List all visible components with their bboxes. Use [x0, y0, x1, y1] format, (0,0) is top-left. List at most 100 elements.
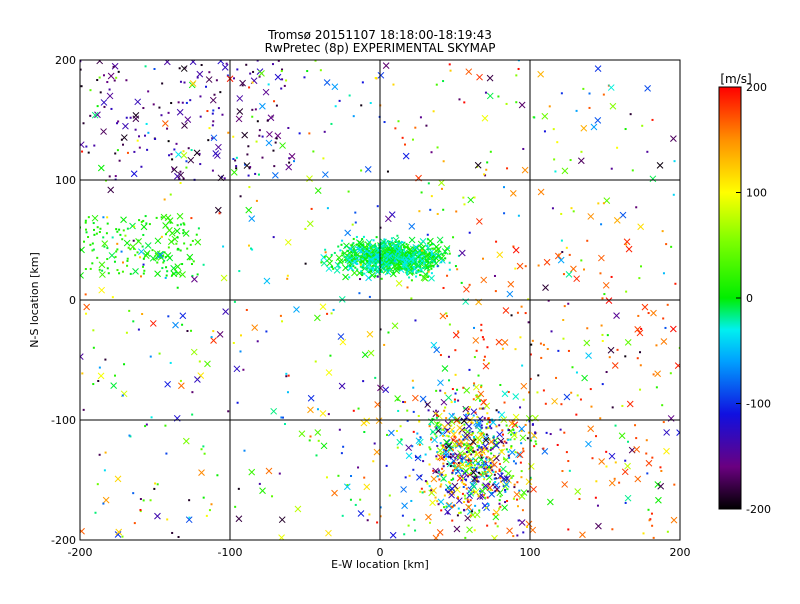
data-point-dot — [216, 474, 219, 477]
data-point-dot — [401, 260, 404, 263]
data-point-dot — [489, 425, 492, 428]
data-point-dot — [498, 468, 501, 471]
data-point-dot — [179, 170, 182, 173]
data-point-cross — [222, 308, 229, 316]
data-point-dot — [514, 462, 517, 465]
data-point-cross — [373, 245, 380, 253]
data-point-dot — [278, 472, 281, 475]
data-point-dot — [461, 481, 464, 484]
data-point-dot — [451, 388, 454, 391]
data-point-dot — [241, 84, 244, 87]
data-point-dot — [447, 481, 450, 484]
data-point-dot — [92, 383, 95, 386]
data-point-dot — [447, 246, 450, 249]
data-point-cross — [574, 488, 582, 495]
data-point-dot — [372, 239, 375, 242]
data-point-dot — [560, 239, 563, 242]
data-point-cross — [415, 437, 423, 445]
data-point-dot — [380, 256, 383, 259]
data-point-dot — [473, 437, 476, 440]
data-point-dot — [646, 150, 649, 153]
data-point-cross — [194, 376, 201, 383]
data-point-cross — [123, 239, 131, 247]
data-point-dot — [256, 120, 259, 123]
data-point-dot — [665, 243, 668, 246]
data-point-dot — [379, 506, 382, 509]
data-point-dot — [414, 258, 417, 261]
data-point-dot — [211, 124, 214, 127]
data-point-dot — [181, 263, 184, 266]
data-point-dot — [179, 80, 182, 83]
data-point-dot — [518, 489, 521, 492]
data-point-dot — [470, 446, 473, 449]
data-point-dot — [570, 207, 573, 210]
data-point-dot — [401, 136, 404, 139]
data-point-cross — [212, 150, 220, 157]
data-point-dot — [368, 295, 371, 298]
data-point-dot — [165, 274, 168, 277]
data-point-cross — [314, 187, 322, 195]
data-point-cross — [288, 153, 296, 160]
data-point-cross — [459, 461, 466, 468]
data-point-dot — [247, 174, 250, 177]
data-point-dot — [475, 394, 478, 397]
data-point-dot — [388, 264, 391, 267]
data-point-dot — [469, 499, 472, 502]
data-point-dot — [428, 463, 431, 466]
data-point-dot — [239, 195, 242, 198]
data-point-dot — [474, 453, 477, 456]
data-point-cross — [472, 383, 480, 391]
data-point-dot — [153, 487, 156, 490]
data-point-dot — [141, 245, 144, 248]
data-point-dot — [285, 372, 288, 375]
data-point-dot — [352, 242, 355, 245]
data-point-cross — [516, 262, 524, 270]
data-point-cross — [440, 475, 447, 482]
data-point-dot — [527, 431, 530, 434]
data-point-dot — [489, 150, 492, 153]
data-point-cross — [389, 531, 397, 539]
data-point-dot — [442, 444, 445, 447]
data-point-dot — [244, 163, 247, 166]
data-point-cross — [179, 312, 187, 320]
data-point-dot — [168, 154, 171, 157]
data-point-dot — [122, 143, 125, 146]
data-point-dot — [485, 426, 488, 429]
data-point-cross — [537, 70, 545, 78]
data-point-dot — [522, 398, 525, 401]
data-point-cross — [339, 338, 347, 346]
data-point-dot — [350, 251, 353, 254]
data-point-cross — [278, 516, 286, 524]
data-point-dot — [451, 505, 454, 508]
data-point-dot — [404, 143, 407, 146]
data-point-dot — [420, 270, 423, 273]
data-point-dot — [407, 269, 410, 272]
data-point-dot — [456, 439, 459, 442]
data-point-dot — [401, 514, 404, 517]
data-point-cross — [176, 212, 184, 220]
data-point-dot — [570, 391, 573, 394]
data-point-cross — [325, 369, 333, 376]
data-point-dot — [359, 261, 362, 264]
data-point-dot — [251, 115, 254, 118]
data-point-dot — [195, 233, 198, 236]
data-point-dot — [625, 243, 628, 246]
data-point-dot — [450, 478, 453, 481]
data-point-cross — [508, 449, 516, 456]
data-point-dot — [457, 497, 460, 500]
data-point-dot — [234, 505, 237, 508]
data-point-dot — [369, 256, 372, 259]
data-point-dot — [485, 433, 488, 436]
data-point-dot — [464, 536, 467, 539]
data-point-dot — [355, 235, 358, 238]
data-point-dot — [608, 356, 611, 359]
data-point-dot — [281, 78, 284, 81]
data-point-dot — [588, 106, 591, 109]
data-point-cross — [595, 522, 602, 530]
data-point-dot — [471, 490, 474, 493]
data-point-dot — [430, 261, 433, 264]
data-point-cross — [344, 229, 352, 237]
data-point-dot — [165, 452, 168, 455]
data-point-dot — [208, 509, 211, 512]
data-point-dot — [132, 239, 135, 242]
